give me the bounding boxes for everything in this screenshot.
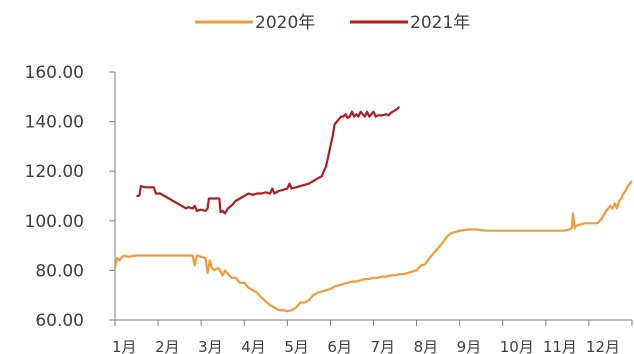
y-tick-label: 160.00 bbox=[25, 63, 84, 83]
x-tick-label: 3月 bbox=[198, 338, 223, 354]
x-tick-label: 7月 bbox=[371, 338, 396, 354]
x-tick-label: 9月 bbox=[457, 338, 482, 354]
x-tick-label: 8月 bbox=[414, 338, 439, 354]
y-tick-label: 60.00 bbox=[35, 311, 84, 331]
series-layer bbox=[113, 105, 633, 313]
series-line-1 bbox=[113, 180, 633, 313]
y-axis: 60.00 80.00 100.00 120.00 140.00 160.00 bbox=[25, 63, 116, 331]
x-tick-label: 6月 bbox=[327, 338, 352, 354]
x-tick-label: 11月 bbox=[543, 338, 577, 354]
x-tick-label: 5月 bbox=[284, 338, 309, 354]
legend-label-2: 2021年 bbox=[410, 13, 470, 33]
x-tick-label: 4月 bbox=[241, 338, 266, 354]
y-tick-label: 120.00 bbox=[25, 162, 84, 182]
x-tick-label: 1月 bbox=[112, 338, 137, 354]
x-tick-label: 2月 bbox=[155, 338, 180, 354]
y-tick-label: 100.00 bbox=[25, 212, 84, 232]
y-tick-label: 80.00 bbox=[35, 261, 84, 281]
x-axis: 1月 2月 3月 4月 5月 6月 7月 8月 9月 10月 11月 12月 bbox=[112, 319, 633, 354]
series-line-2 bbox=[136, 105, 401, 215]
x-tick-label: 10月 bbox=[500, 338, 534, 354]
y-tick-label: 140.00 bbox=[25, 113, 84, 133]
x-tick-label: 12月 bbox=[586, 338, 620, 354]
legend-label-1: 2020年 bbox=[255, 13, 315, 33]
chart-legend: 2020年 2021年 bbox=[195, 13, 470, 33]
